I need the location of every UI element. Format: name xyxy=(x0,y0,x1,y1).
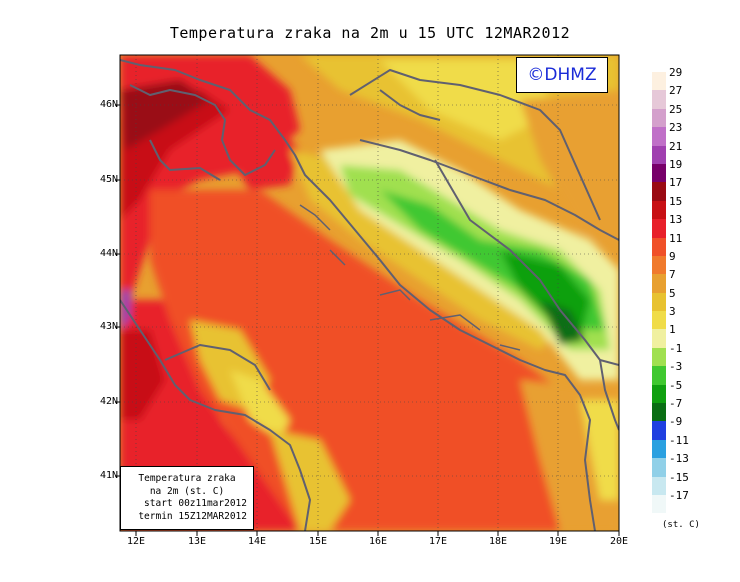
lon-label-13e: 13E xyxy=(187,536,207,547)
info-box: Temperatura zraka na 2m (st. C) start 00… xyxy=(120,466,254,530)
legend-label: 5 xyxy=(669,286,676,300)
legend-swatch xyxy=(652,366,666,385)
legend-label: 27 xyxy=(669,84,683,98)
legend-label: -17 xyxy=(669,488,689,502)
legend-swatch xyxy=(652,494,666,514)
legend-swatch xyxy=(652,347,666,367)
lon-label-17e: 17E xyxy=(428,536,448,547)
legend-swatch xyxy=(652,127,666,146)
legend-swatch xyxy=(652,421,666,440)
legend-label: 3 xyxy=(669,305,676,319)
lon-label-14e: 14E xyxy=(247,536,267,547)
legend-swatch xyxy=(652,108,666,128)
map-title: Temperatura zraka na 2m u 15 UTC 12MAR20… xyxy=(169,24,571,42)
legend-swatch xyxy=(652,255,666,275)
legend-swatch xyxy=(652,90,666,109)
legend-swatch xyxy=(652,182,666,201)
legend-label: 23 xyxy=(669,121,683,135)
legend-swatch xyxy=(652,403,666,422)
legend-swatch xyxy=(652,292,666,312)
legend-label: -9 xyxy=(669,415,683,429)
lat-label-45n: 45N xyxy=(99,174,118,185)
legend-units: (st. C) xyxy=(662,520,700,530)
lon-label-12e: 12E xyxy=(126,536,146,547)
axis-ticks xyxy=(115,104,620,536)
legend-swatch xyxy=(652,237,666,256)
legend-label: -15 xyxy=(669,470,689,484)
legend-swatch xyxy=(652,274,666,293)
legend-label: 15 xyxy=(669,194,683,208)
info-line-variable: Temperatura zraka xyxy=(138,473,236,484)
lon-label-15e: 15E xyxy=(308,536,328,547)
legend-swatch xyxy=(652,439,666,459)
lat-label-46n: 46N xyxy=(99,99,118,110)
legend-label: -5 xyxy=(669,378,683,392)
info-line-termin: termin 15Z12MAR2012 xyxy=(138,510,247,522)
legend-label: 17 xyxy=(669,176,683,190)
legend-swatch xyxy=(652,72,666,91)
dhmz-logo: ©DHMZ xyxy=(516,57,608,93)
legend-label: -7 xyxy=(669,397,683,411)
info-line-units: na 2m (st. C) xyxy=(149,485,225,497)
lon-label-20e: 20E xyxy=(609,536,629,547)
lat-label-44n: 44N xyxy=(99,248,118,259)
legend-label: 7 xyxy=(669,268,676,282)
legend-swatch xyxy=(652,311,666,330)
legend-label: 13 xyxy=(669,213,683,227)
legend-swatch xyxy=(652,200,666,220)
lat-label-41n: 41N xyxy=(99,470,118,481)
legend-swatch xyxy=(652,458,666,477)
legend-swatch xyxy=(652,145,666,164)
lon-label-16e: 16E xyxy=(368,536,388,547)
legend-swatch xyxy=(652,476,666,495)
legend-label: 21 xyxy=(669,139,683,153)
legend-label: -1 xyxy=(669,341,683,355)
legend-label: -13 xyxy=(669,452,689,466)
legend-label: 1 xyxy=(669,323,676,337)
legend-label: 9 xyxy=(669,249,676,263)
map-frame xyxy=(119,54,620,532)
legend-label: 29 xyxy=(669,66,683,79)
info-line-start: start 00z11mar2012 xyxy=(144,498,247,509)
legend-label: -3 xyxy=(669,360,683,374)
temperature-field xyxy=(120,55,619,531)
legend-label: -11 xyxy=(669,433,689,447)
coastlines-borders xyxy=(120,59,619,531)
lat-label-42n: 42N xyxy=(99,396,118,407)
lat-lon-grid xyxy=(120,55,619,531)
legend-label: 19 xyxy=(669,157,683,171)
legend-swatch xyxy=(652,384,666,404)
lon-label-18e: 18E xyxy=(488,536,508,547)
legend-swatch xyxy=(652,329,666,348)
legend-swatch xyxy=(652,219,666,238)
lon-label-19e: 19E xyxy=(548,536,568,547)
legend-label: 11 xyxy=(669,231,683,245)
lat-label-43n: 43N xyxy=(99,321,118,332)
legend-label: 25 xyxy=(669,102,683,116)
legend-swatch xyxy=(652,163,666,183)
